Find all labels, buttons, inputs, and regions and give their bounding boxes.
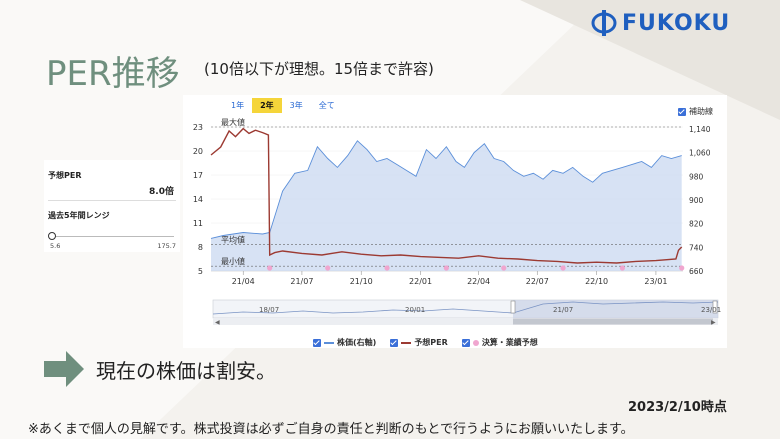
legend-price-label: 株価(右軸) [337,338,377,347]
y-left-tick-label: 20 [193,147,203,156]
earnings-marker[interactable] [384,265,390,271]
tab-2y[interactable]: 2年 [252,98,282,113]
x-tick-label: 23/01 [644,277,667,286]
x-tick-label: 21/07 [290,277,313,286]
y-left-tick-label: 5 [198,267,203,276]
legend-earnings[interactable]: 決算・業績予想 [461,337,538,348]
scroll-right-icon[interactable]: ▶ [711,319,716,326]
per-line [210,127,683,264]
range-max: 175.7 [157,242,176,250]
y-right-tick-label: 900 [689,196,704,205]
scrollbar[interactable] [213,318,718,325]
earnings-marker[interactable] [560,265,566,271]
checkbox-icon[interactable] [313,338,321,347]
x-tick-label: 22/10 [585,277,608,286]
legend-line-icon [401,341,412,344]
tab-1y[interactable]: 1年 [231,101,245,110]
per-price-chart: 5 8 11 14 17 20 23 660 740 820 900 980 1,060 1,140 21/… [193,117,721,326]
legend-dot-icon [472,339,479,346]
earnings-marker[interactable] [619,265,625,271]
arrow-right-icon [44,351,84,387]
brand-logo: FUKOKU [590,10,730,36]
disclaimer-text: ※あくまで個人の見解です。株式投資は必ずご自身の責任と判断のもとで行うようにお願… [28,422,634,437]
x-tick-label: 21/10 [350,277,373,286]
checkbox-icon[interactable] [390,338,399,347]
navigator-handle-left[interactable] [510,300,516,314]
price-area [211,140,682,271]
checkbox-icon[interactable] [678,107,686,116]
nav-label: 18/07 [259,306,279,314]
checkbox-icon[interactable] [461,338,470,347]
y-left-tick-label: 11 [193,219,203,228]
page-title: PER推移 [46,54,180,94]
range-navigator[interactable]: 18/07 20/01 21/07 23/01 ◀ ▶ [212,299,721,326]
ref-label-max: 最大値 [221,117,245,127]
earnings-marker[interactable] [679,265,685,271]
chart-legend: 株価(右軸) 予想PER 決算・業績予想 [313,337,538,348]
range-min: 5.6 [50,242,61,250]
navigator-handle-right[interactable] [712,300,718,314]
y-right-tick-label: 740 [689,243,704,252]
range-track [50,236,174,237]
legend-per-label: 予想PER [414,338,448,347]
scroll-left-icon[interactable]: ◀ [215,319,220,326]
conclusion-text: 現在の株価は割安。 [96,359,276,383]
as-of-date: 2023/2/10時点 [628,400,727,415]
earnings-marker[interactable] [267,265,273,271]
per-value: 8.0倍 [149,187,174,197]
y-right-tick-label: 1,140 [689,125,711,134]
nav-label: 20/01 [405,306,425,314]
y-right-tick-label: 660 [689,267,704,276]
x-tick-label: 21/04 [232,277,255,286]
phi-mark-icon [591,10,617,36]
tab-3y[interactable]: 3年 [289,101,303,110]
page-subtitle: (10倍以下が理想。15倍まで許容) [204,60,434,78]
ref-label-avg: 平均値 [221,235,245,245]
y-left-tick-label: 17 [193,171,203,180]
aux-lines-toggle[interactable]: 補助線 [678,106,713,117]
y-right-tick-label: 980 [689,172,704,181]
earnings-marker[interactable] [443,265,449,271]
divider [48,200,176,201]
legend-line-icon [324,341,334,344]
period-tabs: 1年 2年 3年 全て [223,98,343,113]
x-tick-label: 22/07 [526,277,549,286]
y-right-tick-label: 1,060 [689,149,711,158]
price-line [210,140,682,239]
earnings-marker[interactable] [501,265,507,271]
earnings-marker[interactable] [325,265,331,271]
ref-label-min: 最小値 [221,256,245,266]
y-left-tick-label: 8 [198,243,203,252]
y-left-tick-label: 23 [193,123,203,132]
x-tick-label: 22/04 [467,277,490,286]
y-left-tick-label: 14 [193,195,203,204]
nav-label: 21/07 [553,306,573,314]
legend-earnings-label: 決算・業績予想 [481,338,538,347]
legend-per[interactable]: 予想PER [390,337,448,348]
per-label: 予想PER [48,171,82,180]
brand-name: FUKOKU [622,10,731,36]
chart-panel: 1年 2年 3年 全て 補助線 5 8 11 14 17 20 23 660 740 820 900… [183,95,727,348]
range-marker [48,232,56,240]
scrollbar-thumb[interactable] [513,318,713,325]
legend-price[interactable]: 株価(右軸) [313,337,376,348]
x-tick-label: 22/01 [409,277,432,286]
tab-all[interactable]: 全て [318,101,335,110]
nav-label: 23/01 [701,306,721,314]
y-right-tick-label: 820 [689,220,704,229]
range-label: 過去5年間レンジ [48,211,110,220]
per-summary-panel: 予想PER 8.0倍 過去5年間レンジ 5.6 175.7 [44,160,180,252]
aux-lines-label: 補助線 [689,107,713,116]
